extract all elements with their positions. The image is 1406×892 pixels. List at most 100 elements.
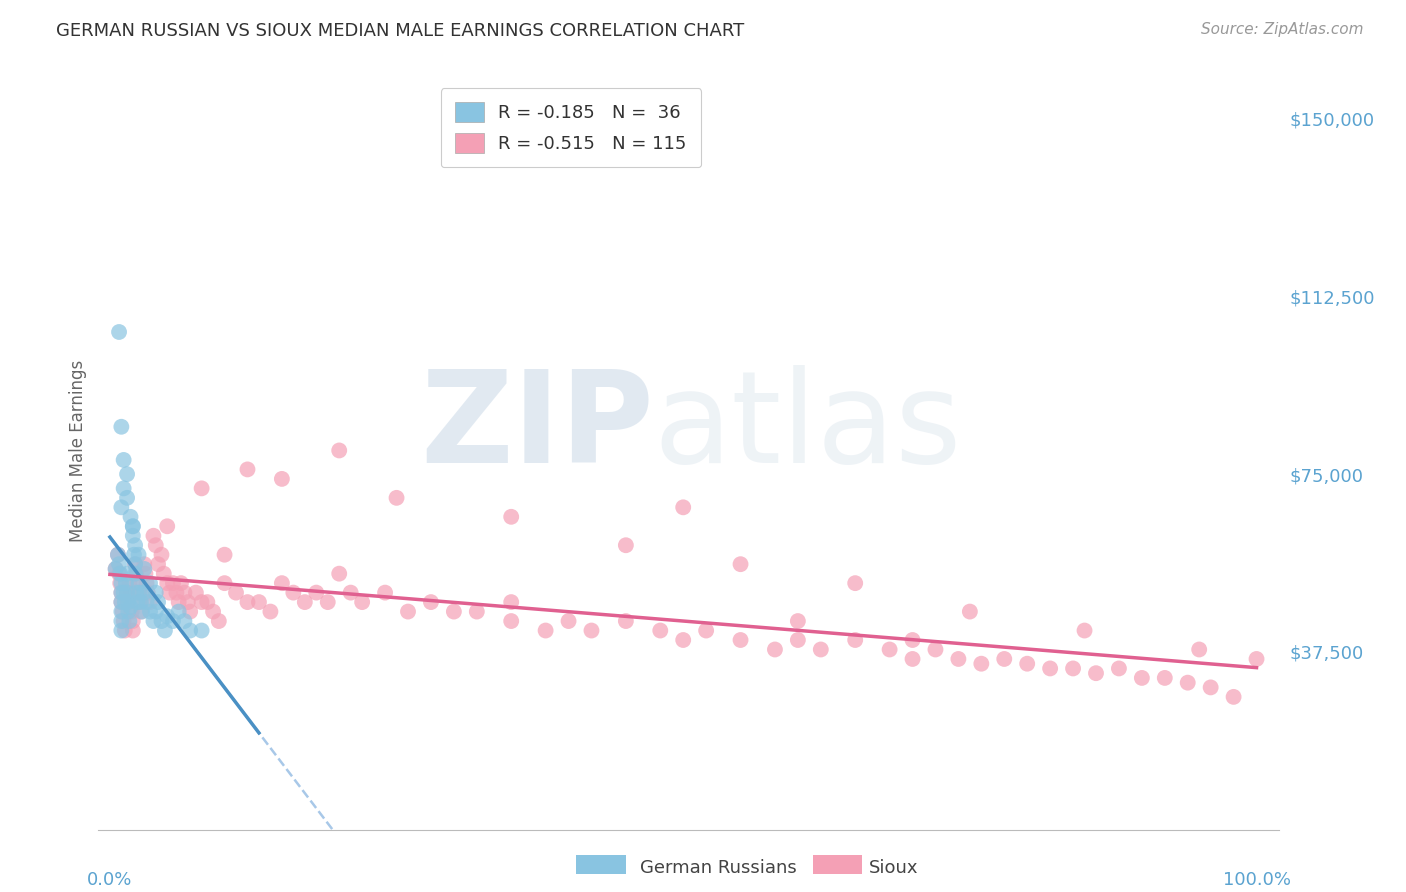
Point (115, 585, 138, 599)
Point (339, 585, 361, 599)
Point (111, 605, 134, 619)
Point (672, 633, 695, 648)
Point (173, 614, 195, 628)
Text: ZIP: ZIP (420, 365, 654, 491)
Point (270, 472, 292, 486)
Point (110, 585, 132, 599)
Point (305, 585, 328, 599)
Point (173, 585, 195, 599)
Text: GERMAN RUSSIAN VS SIOUX MEDIAN MALE EARNINGS CORRELATION CHART: GERMAN RUSSIAN VS SIOUX MEDIAN MALE EARN… (56, 22, 745, 40)
Point (190, 482, 212, 496)
Point (145, 585, 167, 599)
Point (134, 562, 156, 576)
Point (328, 566, 350, 581)
Point (128, 585, 150, 599)
Point (259, 605, 281, 619)
Point (501, 614, 523, 628)
Point (125, 585, 148, 599)
Point (104, 562, 127, 576)
Point (117, 605, 139, 619)
Point (177, 595, 200, 609)
Text: Sioux: Sioux (869, 859, 918, 877)
Point (316, 595, 339, 609)
Point (108, 566, 131, 581)
Point (127, 595, 149, 609)
Point (190, 595, 212, 609)
Point (107, 548, 129, 562)
Point (1062, 661, 1084, 675)
Text: 0.0%: 0.0% (87, 871, 132, 889)
Point (970, 657, 993, 671)
Point (396, 605, 419, 619)
Point (283, 585, 305, 599)
Point (465, 605, 488, 619)
Point (121, 519, 143, 533)
Point (136, 585, 159, 599)
Point (501, 509, 523, 524)
Text: German Russians: German Russians (640, 859, 796, 877)
Legend: R = -0.185   N =  36, R = -0.515   N = 115: R = -0.185 N = 36, R = -0.515 N = 115 (440, 88, 702, 168)
Point (534, 624, 557, 638)
Point (901, 652, 924, 666)
Point (139, 576, 162, 591)
Point (112, 614, 135, 628)
Point (121, 614, 143, 628)
Point (117, 595, 139, 609)
Point (374, 585, 396, 599)
Point (121, 529, 143, 543)
Point (901, 633, 924, 648)
Point (110, 419, 132, 434)
Point (117, 595, 139, 609)
Point (614, 614, 637, 628)
Point (120, 599, 142, 614)
Point (1017, 657, 1039, 671)
Point (236, 595, 259, 609)
Point (135, 576, 157, 591)
Point (501, 595, 523, 609)
Point (959, 605, 981, 619)
Point (1073, 624, 1095, 638)
Point (115, 566, 138, 581)
Point (184, 585, 207, 599)
Point (179, 605, 201, 619)
Point (993, 652, 1015, 666)
Point (104, 562, 127, 576)
Point (1085, 666, 1108, 681)
Point (162, 576, 184, 591)
Point (879, 642, 901, 657)
Point (1039, 661, 1062, 675)
Point (110, 605, 132, 619)
Point (844, 633, 866, 648)
Point (179, 624, 201, 638)
Point (122, 548, 145, 562)
Point (672, 500, 695, 515)
Point (115, 576, 138, 591)
Point (146, 595, 169, 609)
Point (121, 519, 143, 533)
Point (153, 624, 176, 638)
Point (786, 633, 808, 648)
Point (924, 642, 946, 657)
Point (420, 595, 443, 609)
Point (294, 595, 316, 609)
Point (156, 576, 179, 591)
Point (763, 642, 786, 657)
Point (247, 595, 270, 609)
Point (614, 538, 637, 552)
Point (202, 605, 225, 619)
Point (142, 529, 165, 543)
Point (1153, 671, 1175, 685)
Point (1177, 675, 1199, 690)
Point (128, 576, 150, 591)
Point (114, 595, 136, 609)
Point (1222, 690, 1244, 704)
Point (108, 566, 131, 581)
Point (167, 605, 190, 619)
Point (115, 491, 138, 505)
Point (134, 557, 156, 572)
Point (124, 557, 146, 572)
Point (145, 605, 167, 619)
Point (135, 595, 157, 609)
Point (385, 491, 408, 505)
Point (730, 557, 752, 572)
